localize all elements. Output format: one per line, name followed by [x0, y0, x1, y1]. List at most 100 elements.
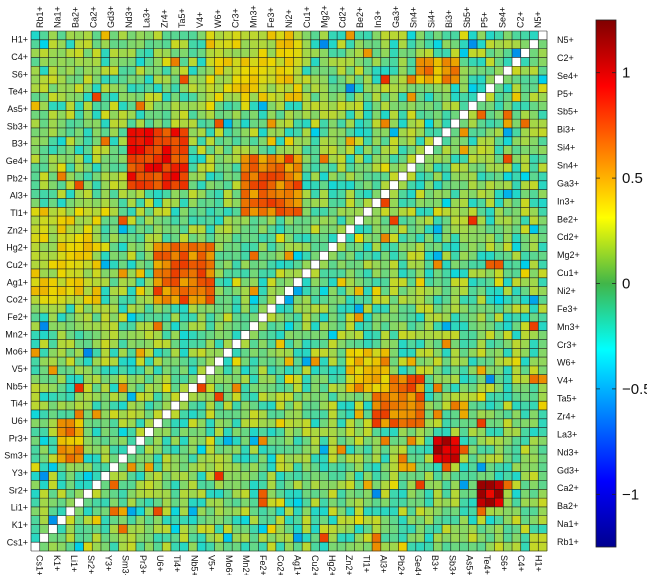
heatmap-cell — [179, 454, 189, 464]
heatmap-cell — [170, 418, 180, 428]
heatmap-cell — [380, 154, 390, 164]
heatmap-cell — [442, 321, 452, 331]
heatmap-cell — [258, 92, 268, 102]
heatmap-cell — [179, 145, 189, 155]
heatmap-cell — [39, 348, 49, 358]
heatmap-cell — [197, 127, 207, 138]
heatmap-cell — [267, 295, 277, 305]
heatmap-cell — [223, 66, 233, 76]
heatmap-cell — [337, 418, 347, 428]
heatmap-cell — [520, 489, 530, 499]
heatmap-cell — [205, 57, 215, 67]
heatmap-cell — [135, 251, 145, 261]
heatmap-cell — [197, 427, 207, 437]
heatmap-cell — [39, 242, 49, 252]
heatmap-cell — [433, 163, 443, 173]
heatmap-cell — [389, 480, 399, 490]
heatmap-cell — [494, 445, 504, 455]
heatmap-cell — [477, 392, 487, 402]
heatmap-cell — [188, 57, 198, 67]
heatmap-cell — [424, 92, 434, 102]
heatmap-cell — [433, 295, 443, 305]
column-label-bottom: K1+ — [52, 555, 62, 571]
heatmap-cell — [512, 401, 522, 411]
heatmap-cell — [424, 31, 434, 41]
heatmap-cell — [293, 277, 303, 287]
heatmap-cell — [162, 348, 172, 358]
heatmap-cell — [319, 75, 329, 85]
heatmap-cell — [433, 57, 443, 67]
heatmap-cell — [337, 198, 347, 208]
heatmap-cell — [197, 304, 207, 314]
heatmap-cell — [337, 286, 347, 296]
heatmap-cell — [92, 524, 102, 534]
heatmap-cell — [179, 66, 189, 76]
heatmap-cell — [468, 533, 478, 543]
heatmap-cell — [468, 524, 478, 534]
heatmap-cell — [310, 436, 320, 446]
heatmap-cell — [424, 207, 434, 217]
heatmap-cell — [520, 524, 530, 534]
heatmap-cell — [109, 207, 119, 217]
heatmap-cell — [485, 330, 495, 340]
row-label-right: Mg2+ — [557, 250, 580, 260]
heatmap-cell — [485, 48, 495, 58]
heatmap-cell — [477, 136, 487, 146]
column-label-bottom: Tl1+ — [361, 555, 371, 573]
heatmap-cell — [380, 233, 390, 243]
heatmap-cell — [398, 321, 408, 331]
heatmap-cell — [135, 233, 145, 243]
heatmap-cell — [135, 401, 145, 411]
heatmap-cell — [494, 242, 504, 252]
column-label-top: N5+ — [533, 11, 543, 28]
heatmap-cell — [162, 409, 172, 420]
heatmap-cell — [433, 233, 443, 243]
heatmap-cell — [188, 83, 198, 93]
heatmap-cell — [144, 436, 154, 446]
heatmap-cell — [310, 216, 320, 226]
heatmap-cell — [485, 339, 495, 349]
heatmap-cell — [92, 57, 102, 67]
heatmap-cell — [293, 374, 303, 384]
heatmap-cell — [162, 145, 172, 155]
heatmap-cell — [485, 471, 495, 481]
heatmap-cell — [92, 445, 102, 455]
heatmap-cell — [48, 454, 58, 464]
heatmap-cell — [345, 409, 355, 420]
heatmap-cell — [232, 304, 242, 314]
heatmap-cell — [450, 216, 460, 226]
heatmap-cell — [345, 348, 355, 358]
heatmap-cell — [494, 154, 504, 164]
column-label-top: Sb5+ — [462, 7, 472, 28]
heatmap-cell — [100, 418, 111, 428]
heatmap-cell — [450, 506, 460, 517]
heatmap-cell — [31, 418, 41, 428]
heatmap-cell — [310, 480, 320, 490]
heatmap-cell — [485, 189, 495, 199]
heatmap-cell — [267, 233, 277, 243]
heatmap-cell — [538, 172, 548, 182]
heatmap-cell — [31, 145, 41, 155]
heatmap-cell — [275, 524, 285, 534]
heatmap-cell — [144, 57, 154, 67]
row-label-right: Na1+ — [557, 519, 579, 529]
heatmap-cell — [65, 542, 76, 552]
column-label-bottom: Cu2+ — [310, 555, 320, 575]
heatmap-cell — [433, 145, 443, 155]
heatmap-cell — [538, 260, 548, 270]
heatmap-cell — [275, 136, 285, 146]
heatmap-cell — [512, 268, 522, 279]
heatmap-cell — [302, 277, 312, 287]
heatmap-cell — [520, 480, 530, 490]
heatmap-cell — [459, 268, 469, 279]
heatmap-cell — [398, 313, 408, 323]
heatmap-cell — [127, 172, 137, 182]
heatmap-cell — [144, 31, 154, 41]
heatmap-cell — [363, 268, 373, 279]
heatmap-cell — [389, 180, 399, 190]
heatmap-cell — [450, 251, 460, 261]
heatmap-cell — [503, 454, 513, 464]
heatmap-cell — [170, 313, 180, 323]
heatmap-cell — [424, 427, 434, 437]
